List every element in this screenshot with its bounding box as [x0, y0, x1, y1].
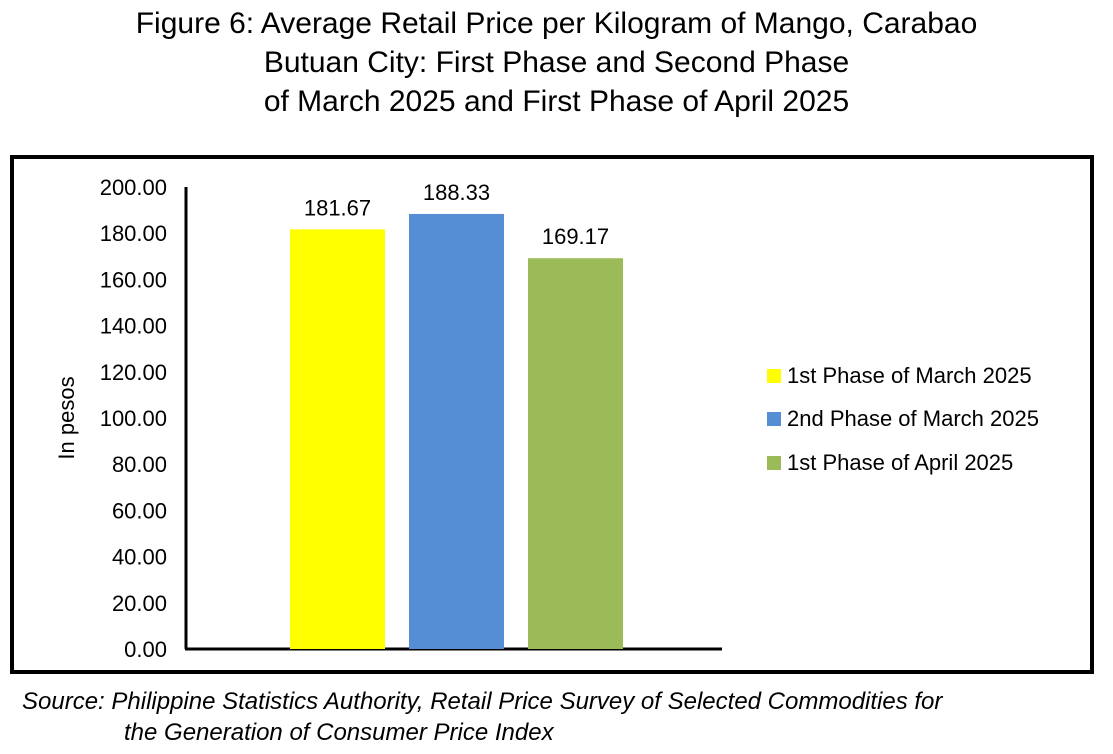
source-line-2: the Generation of Consumer Price Index — [124, 719, 554, 746]
source-note: Source: Philippine Statistics Authority,… — [22, 686, 942, 748]
y-tick-label: 20.00 — [112, 591, 167, 616]
legend-item: 1st Phase of April 2025 — [767, 449, 1013, 477]
y-tick-label: 60.00 — [112, 498, 167, 523]
y-tick-label: 40.00 — [112, 545, 167, 570]
data-label: 181.67 — [304, 195, 371, 220]
legend-swatch — [767, 369, 781, 383]
chart-title-line-2: Butuan City: First Phase and Second Phas… — [263, 46, 850, 79]
y-tick-label: 140.00 — [100, 314, 167, 339]
y-tick-label: 0.00 — [124, 637, 167, 662]
chart-title-line-3: of March 2025 and First Phase of April 2… — [263, 85, 850, 118]
source-line-1: Source: Philippine Statistics Authority,… — [22, 688, 943, 715]
y-axis-title: In pesos — [54, 376, 79, 459]
y-tick-label: 80.00 — [112, 452, 167, 477]
chart-title-line-1: Figure 6: Average Retail Price per Kilog… — [135, 7, 978, 40]
legend-label: 1st Phase of March 2025 — [787, 363, 1032, 388]
bar — [409, 213, 504, 649]
y-tick-label: 160.00 — [100, 267, 167, 292]
legend-swatch — [767, 456, 781, 470]
y-tick-label: 100.00 — [100, 406, 167, 431]
legend-item: 2nd Phase of March 2025 — [767, 405, 1039, 433]
y-tick-label: 180.00 — [100, 221, 167, 246]
data-label: 169.17 — [542, 224, 609, 249]
chart-title: Figure 6: Average Retail Price per Kilog… — [0, 4, 1113, 121]
legend-label: 1st Phase of April 2025 — [787, 450, 1014, 475]
data-label: 188.33 — [423, 180, 490, 205]
y-tick-label: 120.00 — [100, 360, 167, 385]
bar — [290, 229, 385, 650]
bar — [528, 258, 623, 649]
legend-swatch — [767, 412, 781, 426]
legend-item: 1st Phase of March 2025 — [767, 362, 1032, 390]
legend-label: 2nd Phase of March 2025 — [787, 406, 1039, 431]
y-tick-label: 200.00 — [100, 175, 167, 200]
